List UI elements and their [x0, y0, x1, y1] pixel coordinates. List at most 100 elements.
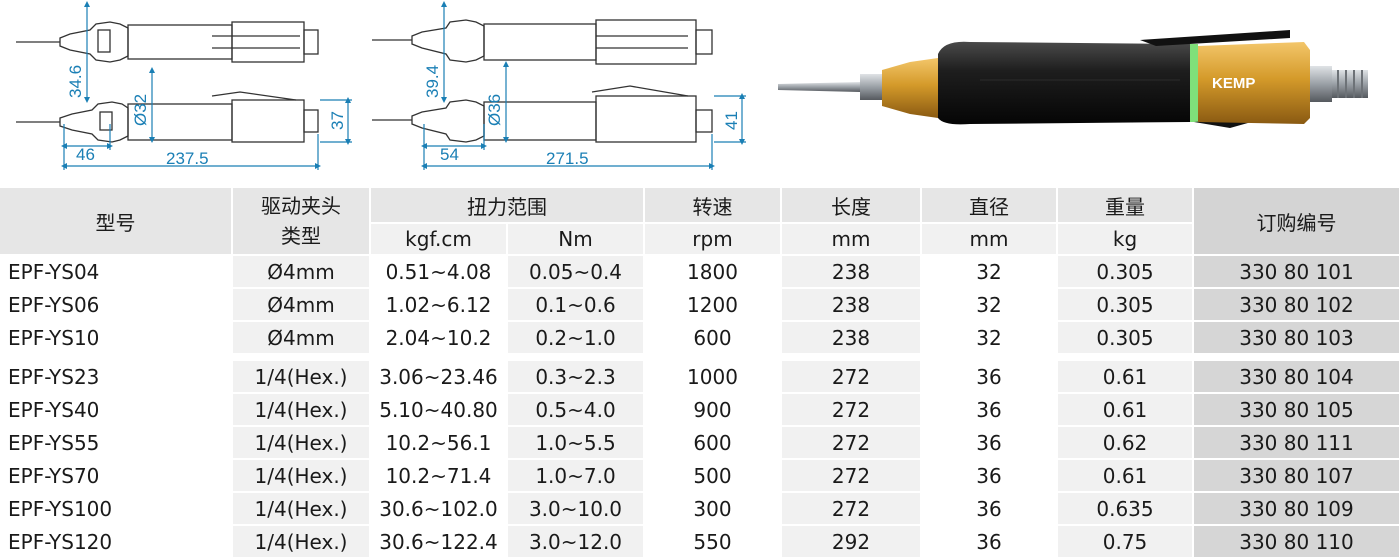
indicator-ring	[1190, 44, 1198, 122]
cell-torque-kgf: 30.6~102.0	[370, 491, 508, 525]
cell-chuck-type: 1/4(Hex.)	[232, 425, 371, 459]
cell-torque-kgf: 5.10~40.80	[370, 392, 508, 426]
cell-chuck-type: 1/4(Hex.)	[232, 524, 371, 557]
cell-length: 272	[781, 392, 922, 426]
cell-length: 238	[781, 287, 922, 321]
cell-order-number: 330 80 109	[1193, 491, 1400, 525]
screwdriver-grip	[938, 41, 1190, 125]
screwdriver-bit	[778, 74, 882, 100]
cell-diameter: 32	[921, 254, 1058, 288]
cell-torque-kgf: 0.51~4.08	[370, 254, 508, 288]
cell-diameter: 36	[921, 491, 1058, 525]
cell-diameter: 32	[921, 287, 1058, 321]
cell-diameter: 36	[921, 353, 1058, 393]
cell-model: EPF-YS06	[0, 287, 233, 321]
cell-model: EPF-YS40	[0, 392, 233, 426]
dim-middle-nose-length: 54	[440, 145, 459, 164]
cell-weight: 0.61	[1057, 392, 1194, 426]
dim-left-total-length: 237.5	[166, 149, 209, 168]
cell-model: EPF-YS100	[0, 491, 233, 525]
cell-torque-kgf: 2.04~10.2	[370, 320, 508, 357]
cell-length: 272	[781, 425, 922, 459]
table-row: EPF-YS100 1/4(Hex.) 30.6~102.0 3.0~10.0 300 2…	[0, 491, 1400, 525]
spec-table: 型号 驱动夹头类型 扭力范围 转速 长度 直径 重量 订购编号 kgf.cm N…	[0, 188, 1400, 557]
cell-speed: 1800	[644, 254, 782, 288]
cell-torque-nm: 1.0~5.5	[507, 425, 645, 459]
spec-table-body: EPF-YS04 Ø4mm 0.51~4.08 0.05~0.4 1800 238 32 0.…	[0, 254, 1400, 557]
cell-speed: 1200	[644, 287, 782, 321]
header-chuck-type: 驱动夹头类型	[232, 188, 371, 255]
dim-left-diameter: Ø32	[131, 94, 150, 126]
cell-speed: 600	[644, 320, 782, 357]
cell-diameter: 36	[921, 524, 1058, 557]
table-row: EPF-YS55 1/4(Hex.) 10.2~56.1 1.0~5.5 600 272 3…	[0, 425, 1400, 459]
cell-speed: 300	[644, 491, 782, 525]
cell-torque-kgf: 10.2~71.4	[370, 458, 508, 492]
cell-torque-nm: 0.2~1.0	[507, 320, 645, 357]
cell-model: EPF-YS04	[0, 254, 233, 288]
cell-chuck-type: 1/4(Hex.)	[232, 353, 371, 393]
dim-middle-height: 39.4	[423, 65, 442, 98]
header-unit-diameter-mm: mm	[921, 222, 1058, 255]
drawing-left-dimensions	[61, 0, 352, 170]
cell-chuck-type: 1/4(Hex.)	[232, 392, 371, 426]
cell-order-number: 330 80 102	[1193, 287, 1400, 321]
cell-speed: 1000	[644, 353, 782, 393]
drawing-left-labels: 34.6 Ø32 37 46 237.5	[66, 65, 347, 168]
technical-drawings: 34.6 Ø32 37 46 237.5 39.4 Ø36 41	[16, 0, 746, 170]
cell-torque-nm: 3.0~10.0	[507, 491, 645, 525]
table-row: EPF-YS40 1/4(Hex.) 5.10~40.80 0.5~4.0 900 272…	[0, 392, 1400, 426]
cell-torque-kgf: 10.2~56.1	[370, 425, 508, 459]
cell-order-number: 330 80 111	[1193, 425, 1400, 459]
header-length: 长度	[781, 188, 922, 223]
screwdriver-nose	[882, 58, 938, 118]
drawing-left-side-view	[16, 91, 319, 143]
cell-torque-nm: 0.3~2.3	[507, 353, 645, 393]
cell-weight: 0.635	[1057, 491, 1194, 525]
table-row: EPF-YS120 1/4(Hex.) 30.6~122.4 3.0~12.0 550 2…	[0, 524, 1400, 557]
cell-speed: 600	[644, 425, 782, 459]
cell-chuck-type: Ø4mm	[232, 320, 371, 357]
cell-weight: 0.61	[1057, 353, 1194, 393]
drawing-middle-side-view	[372, 85, 713, 143]
cell-model: EPF-YS70	[0, 458, 233, 492]
cell-diameter: 32	[921, 320, 1058, 357]
cell-weight: 0.75	[1057, 524, 1194, 557]
table-row: EPF-YS23 1/4(Hex.) 3.06~23.46 0.3~2.3 1000 27…	[0, 353, 1400, 393]
cell-model: EPF-YS120	[0, 524, 233, 557]
cell-torque-nm: 0.1~0.6	[507, 287, 645, 321]
header-weight: 重量	[1057, 188, 1194, 223]
cell-torque-kgf: 1.02~6.12	[370, 287, 508, 321]
cell-order-number: 330 80 107	[1193, 458, 1400, 492]
drawing-middle-dimensions	[421, 0, 746, 170]
dim-middle-depth: 41	[722, 111, 741, 130]
cell-chuck-type: Ø4mm	[232, 287, 371, 321]
cable-connector	[1310, 66, 1368, 102]
cell-model: EPF-YS55	[0, 425, 233, 459]
drawing-left-top-view	[16, 21, 319, 63]
product-photo: KEMP	[778, 30, 1368, 128]
cell-diameter: 36	[921, 392, 1058, 426]
cell-weight: 0.305	[1057, 254, 1194, 288]
header-model: 型号	[0, 188, 233, 255]
table-row: EPF-YS04 Ø4mm 0.51~4.08 0.05~0.4 1800 238 32 0.…	[0, 254, 1400, 288]
drawing-middle-top-view	[372, 19, 713, 65]
table-row: EPF-YS70 1/4(Hex.) 10.2~71.4 1.0~7.0 500 272 3…	[0, 458, 1400, 492]
cell-length: 238	[781, 320, 922, 357]
cell-order-number: 330 80 103	[1193, 320, 1400, 357]
cell-torque-nm: 0.5~4.0	[507, 392, 645, 426]
cell-speed: 500	[644, 458, 782, 492]
cell-chuck-type: Ø4mm	[232, 254, 371, 288]
table-row: EPF-YS06 Ø4mm 1.02~6.12 0.1~0.6 1200 238 32 0.3…	[0, 287, 1400, 321]
screwdriver-rear-housing: KEMP	[1198, 42, 1310, 124]
cell-diameter: 36	[921, 458, 1058, 492]
header-torque-range: 扭力范围	[370, 188, 645, 223]
cell-model: EPF-YS23	[0, 353, 233, 393]
cell-speed: 900	[644, 392, 782, 426]
cell-length: 238	[781, 254, 922, 288]
cell-order-number: 330 80 110	[1193, 524, 1400, 557]
header-unit-kg: kg	[1057, 222, 1194, 255]
header-unit-length-mm: mm	[781, 222, 922, 255]
cell-diameter: 36	[921, 425, 1058, 459]
cell-torque-nm: 3.0~12.0	[507, 524, 645, 557]
